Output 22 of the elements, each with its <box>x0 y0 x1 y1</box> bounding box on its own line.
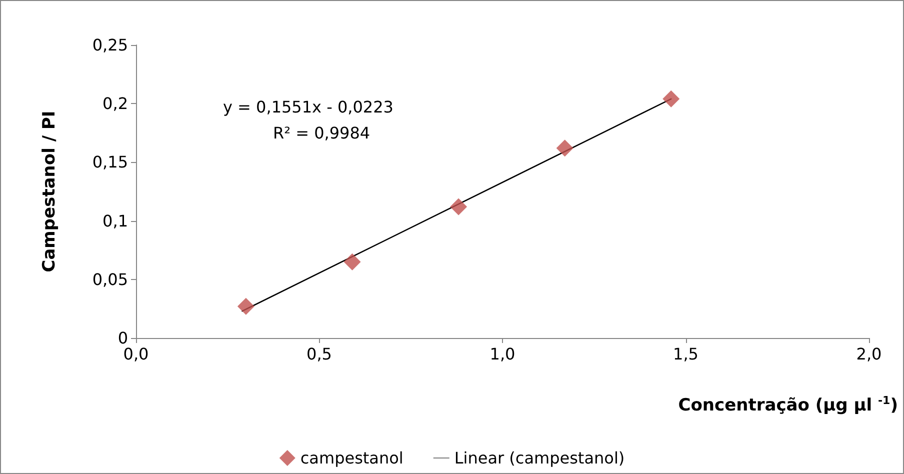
x-tick-label: 1,5 <box>673 344 698 364</box>
annotation: R² = 0,9984 <box>273 124 370 142</box>
y-tick-label: 0,05 <box>92 270 128 289</box>
point <box>344 253 361 270</box>
y-tick-label: 0,25 <box>92 36 128 54</box>
annotation: y = 0,1551x - 0,0223 <box>223 98 394 116</box>
y-tick-label: 0,2 <box>102 94 128 114</box>
point <box>662 90 680 108</box>
x-axis-title: Concentração (µg µl $^{-1}$) <box>678 394 898 416</box>
legend-label: campestanol <box>300 448 404 468</box>
y-tick-label: 0,1 <box>102 211 128 230</box>
point <box>237 298 254 315</box>
legend-label: Linear (campestanol) <box>454 448 625 468</box>
y-tick-label: 0 <box>118 328 128 348</box>
x-tick-label: 1,0 <box>490 344 516 364</box>
x-tick-label: 2,0 <box>856 344 882 364</box>
x-tick-label: 0,5 <box>306 344 332 364</box>
y-axis-title: Campestanol / PI <box>40 110 60 272</box>
x-tick-label: 0,0 <box>123 344 149 364</box>
point <box>556 140 574 157</box>
point <box>450 198 468 216</box>
y-tick-label: 0,15 <box>92 152 128 172</box>
